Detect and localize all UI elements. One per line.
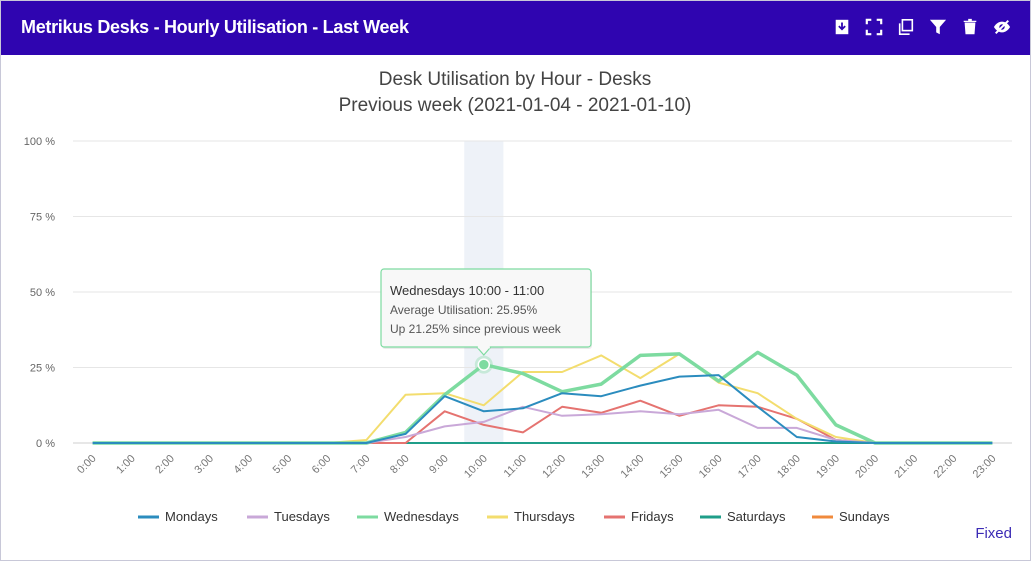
x-tick-label: 19:00 <box>814 453 842 481</box>
legend-label-fridays[interactable]: Fridays <box>631 509 674 524</box>
series-line-tuesdays <box>92 405 993 444</box>
legend-label-thursdays[interactable]: Thursdays <box>514 509 575 524</box>
line-chart: Desk Utilisation by Hour - Desks Previous… <box>24 69 1012 524</box>
legend-label-wednesdays[interactable]: Wednesdays <box>384 509 459 524</box>
x-tick-label: 3:00 <box>192 453 216 477</box>
y-tick-label: 50 % <box>30 287 55 299</box>
download-icon[interactable] <box>832 17 852 37</box>
y-tick-label: 75 % <box>30 212 55 224</box>
legend-label-saturdays[interactable]: Saturdays <box>727 509 786 524</box>
x-tick-label: 14:00 <box>618 453 646 481</box>
x-tick-label: 12:00 <box>540 453 568 481</box>
x-tick-label: 4:00 <box>232 453 256 477</box>
y-tick-label: 100 % <box>24 136 55 148</box>
x-tick-label: 20:00 <box>853 453 881 481</box>
legend-label-sundays[interactable]: Sundays <box>839 509 890 524</box>
hide-icon[interactable] <box>992 17 1012 37</box>
fixed-link[interactable]: Fixed <box>975 525 1012 542</box>
x-tick-label: 16:00 <box>697 453 725 481</box>
tooltip-line1: Average Utilisation: 25.95% <box>390 303 538 317</box>
fullscreen-icon[interactable] <box>864 17 884 37</box>
tooltip-pointer <box>476 346 492 356</box>
copy-icon[interactable] <box>896 17 916 37</box>
x-tick-label: 17:00 <box>736 453 764 481</box>
tooltip-pointer-mask <box>477 345 490 349</box>
x-tick-label: 10:00 <box>462 453 490 481</box>
x-tick-label: 7:00 <box>349 453 373 477</box>
widget-title: Metrikus Desks - Hourly Utilisation - La… <box>21 17 409 37</box>
x-tick-label: 6:00 <box>310 453 334 477</box>
x-tick-label: 18:00 <box>775 453 803 481</box>
y-tick-label: 0 % <box>36 438 55 450</box>
widget-header: Metrikus Desks - Hourly Utilisation - La… <box>1 1 1030 55</box>
x-tick-label: 23:00 <box>971 453 999 481</box>
x-tick-label: 1:00 <box>114 453 138 477</box>
x-tick-label: 11:00 <box>502 453 529 480</box>
chart-title: Desk Utilisation by Hour - Desks <box>379 69 651 90</box>
series-line-mondays <box>92 374 993 444</box>
x-tick-label: 21:00 <box>892 453 920 481</box>
x-tick-label: 8:00 <box>388 453 412 477</box>
x-tick-label: 22:00 <box>931 453 959 481</box>
tooltip-title: Wednesdays 10:00 - 11:00 <box>390 283 544 298</box>
legend-label-tuesdays[interactable]: Tuesdays <box>274 509 330 524</box>
series-line-wednesdays <box>92 350 993 445</box>
widget-toolbar <box>832 17 1012 37</box>
y-tick-label: 25 % <box>30 363 55 375</box>
chart-area: Desk Utilisation by Hour - Desks Previous… <box>1 56 1030 560</box>
trash-icon[interactable] <box>960 17 980 37</box>
x-tick-label: 5:00 <box>271 453 295 477</box>
x-tick-label: 15:00 <box>658 453 686 481</box>
x-tick-label: 2:00 <box>153 453 177 477</box>
x-tick-label: 9:00 <box>427 453 451 477</box>
x-tick-label: 0:00 <box>75 453 99 477</box>
tooltip-marker <box>477 358 491 371</box>
chart-subtitle: Previous week (2021-01-04 - 2021-01-10) <box>339 95 692 116</box>
legend-label-mondays[interactable]: Mondays <box>165 509 218 524</box>
x-tick-label: 13:00 <box>579 453 607 481</box>
tooltip-line2: Up 21.25% since previous week <box>390 322 562 336</box>
filter-icon[interactable] <box>928 17 948 37</box>
